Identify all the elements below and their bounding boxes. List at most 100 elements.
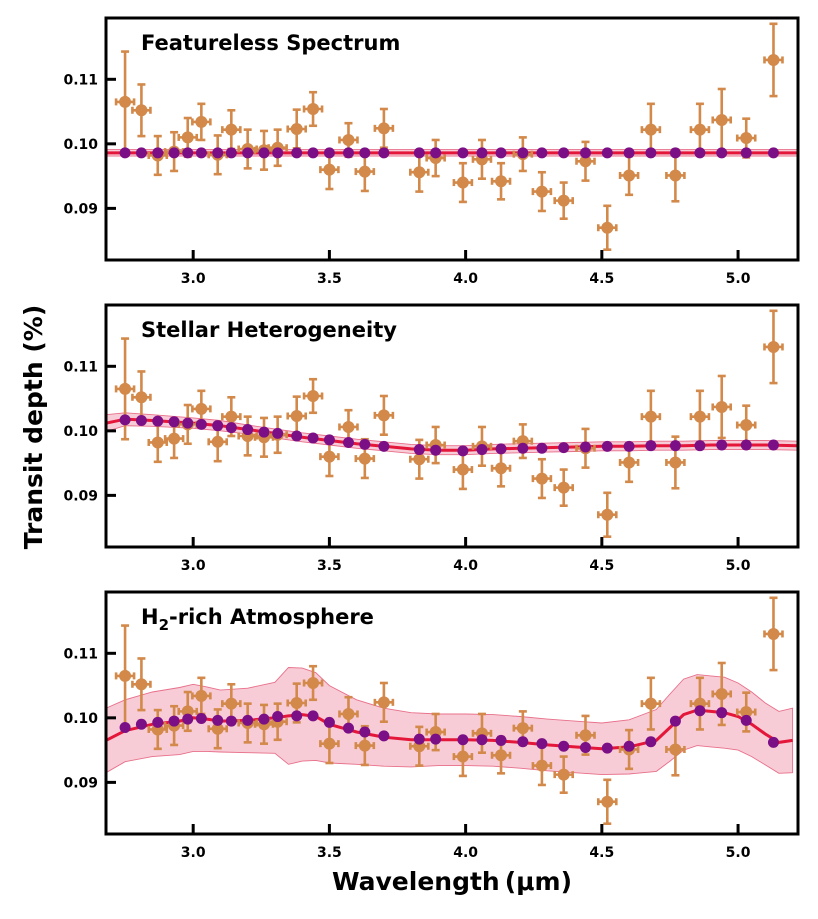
data-point-marker (669, 169, 682, 182)
data-point (665, 435, 686, 490)
binned-model-point (225, 715, 237, 727)
data-point-marker (535, 759, 548, 772)
data-point-marker (377, 409, 390, 422)
model-band (106, 412, 798, 456)
data-point-marker (644, 697, 657, 710)
data-point (711, 87, 733, 153)
data-point-marker (195, 402, 208, 415)
binned-model-point (413, 733, 425, 745)
data-point (286, 395, 308, 437)
binned-model-point (119, 414, 131, 426)
data-point (531, 744, 553, 787)
data-point-marker (290, 696, 303, 709)
binned-model-point (195, 418, 207, 430)
binned-model-point (291, 710, 303, 722)
x-tick-label: 5.0 (726, 271, 751, 287)
binned-model-point (323, 716, 335, 728)
panel-1: 3.0 3.5 4.0 4.5 5.0 0.09 0.10 0.11 Featureless S… (63, 16, 800, 287)
binned-model-point (135, 415, 147, 427)
data-point-marker (535, 185, 548, 198)
binned-model-point (579, 742, 591, 754)
data-point (471, 712, 493, 754)
panel-title-main: H (141, 605, 159, 629)
binned-model-point (258, 147, 270, 159)
axes-frame (104, 590, 800, 836)
binned-model-point (669, 147, 681, 159)
data-point-marker (601, 221, 614, 234)
data-point (711, 374, 733, 440)
binned-model-point (716, 707, 728, 719)
data-point-marker (693, 123, 706, 136)
data-point (596, 778, 618, 825)
binned-model-point (307, 432, 319, 444)
binned-model-point (495, 734, 507, 746)
data-point (221, 108, 242, 151)
binned-model-point (152, 147, 164, 159)
data-point-marker (307, 102, 320, 115)
data-point-marker (323, 450, 336, 463)
binned-model-point (152, 415, 164, 427)
binned-model-point (168, 715, 180, 727)
x-tick-label: 4.0 (453, 558, 478, 574)
data-point (553, 468, 575, 507)
binned-model-point (767, 147, 779, 159)
data-point (373, 394, 395, 437)
data-point (763, 596, 784, 672)
data-point-marker (413, 166, 426, 179)
y-tick-label: 0.11 (63, 646, 98, 662)
data-point-marker (456, 750, 469, 763)
binned-model-point (135, 147, 147, 159)
data-point-marker (579, 729, 592, 742)
data-point (131, 370, 152, 425)
binned-model-point (291, 147, 303, 159)
binned-model-point (716, 147, 728, 159)
data-point-marker (740, 419, 753, 432)
panels: 3.0 3.5 4.0 4.5 5.0 0.09 0.10 0.11 Featureless S… (63, 16, 800, 861)
data-point-marker (307, 676, 320, 689)
data-point-marker (181, 131, 194, 144)
data-point-marker (168, 432, 181, 445)
data-point (373, 107, 395, 150)
binned-model-point (740, 714, 752, 726)
binned-model-point (601, 147, 613, 159)
data-point-marker (195, 689, 208, 702)
binned-model-point (457, 147, 469, 159)
data-point-marker (669, 456, 682, 469)
x-tick-label: 4.0 (453, 845, 478, 861)
data-point (221, 682, 242, 725)
data-point-marker (342, 133, 355, 146)
binned-model-point (359, 438, 371, 450)
binned-model-point (457, 734, 469, 746)
data-point-marker (601, 508, 614, 521)
data-point-marker (358, 452, 371, 465)
data-point-marker (211, 722, 224, 735)
data-point-marker (767, 627, 780, 640)
data-point (711, 661, 733, 727)
data-point-marker (767, 340, 780, 353)
binned-model-point (694, 440, 706, 452)
x-tick-label: 4.0 (453, 271, 478, 287)
data-point (338, 408, 359, 446)
binned-model-point (323, 434, 335, 446)
x-tick-label: 4.5 (589, 271, 614, 287)
binned-model-point (119, 722, 131, 734)
plot-area (106, 596, 794, 825)
plot-area (106, 22, 798, 251)
binned-model-point (342, 436, 354, 448)
y-tick-label: 0.09 (63, 201, 98, 217)
binned-model-point (430, 444, 442, 456)
x-tick-label: 3.5 (317, 845, 342, 861)
binned-model-point (242, 147, 254, 159)
binned-model-point (740, 147, 752, 159)
binned-model-point (168, 416, 180, 428)
x-tick-label: 3.5 (317, 558, 342, 574)
data-point-marker (135, 104, 148, 117)
binned-model-point (623, 147, 635, 159)
data-point-marker (693, 410, 706, 423)
data-point-marker (181, 705, 194, 718)
y-axis-label: Transit depth (%) (19, 305, 48, 550)
binned-model-point (212, 147, 224, 159)
data-point-marker (456, 176, 469, 189)
data-point-marker (342, 420, 355, 433)
binned-model-point (359, 726, 371, 738)
